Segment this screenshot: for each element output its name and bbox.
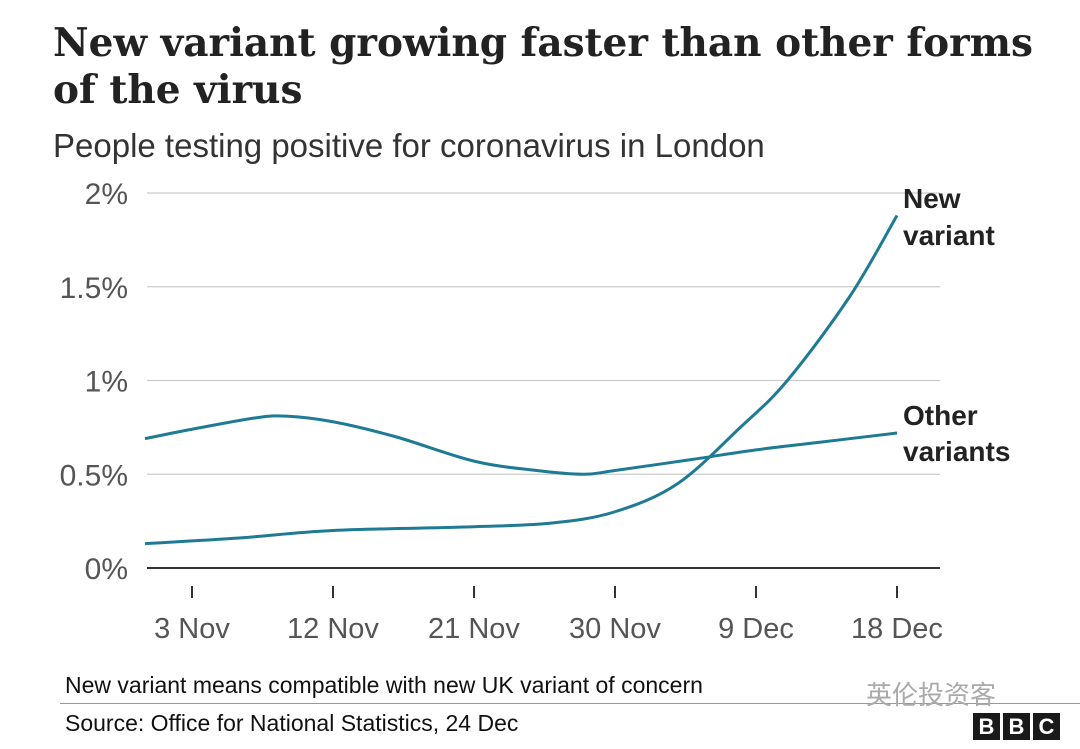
series-label: Other [903, 400, 978, 431]
footer-divider [60, 703, 1080, 704]
chart-subtitle: People testing positive for coronavirus … [53, 127, 765, 164]
x-tick-label: 3 Nov [154, 613, 230, 645]
y-tick-label: 1% [85, 366, 128, 399]
x-tick-label: 21 Nov [428, 613, 520, 645]
logo-letter: C [1033, 713, 1060, 740]
series-label: New [903, 183, 961, 214]
series-label: variant [903, 220, 995, 251]
x-tick-label: 18 Dec [851, 613, 943, 645]
y-tick-label: 0.5% [60, 459, 128, 492]
x-tick-label: 9 Dec [718, 613, 794, 645]
y-tick-label: 2% [85, 178, 128, 211]
series-line-other-variants [144, 414, 898, 476]
bbc-logo: B B C [973, 713, 1060, 740]
y-tick-label: 1.5% [60, 272, 128, 305]
series-label: variants [903, 436, 1010, 467]
logo-letter: B [973, 713, 1000, 740]
logo-letter: B [1003, 713, 1030, 740]
series-line-new-variant [144, 214, 899, 546]
x-tick-label: 30 Nov [569, 613, 661, 645]
source-note: Source: Office for National Statistics, … [65, 710, 519, 736]
y-tick-label: 0% [85, 553, 128, 586]
watermark: 英伦投资客 [866, 680, 997, 710]
x-tick-label: 12 Nov [287, 613, 379, 645]
footnote: New variant means compatible with new UK… [65, 672, 703, 698]
chart-title: New variant growing faster than other fo… [53, 20, 1033, 113]
